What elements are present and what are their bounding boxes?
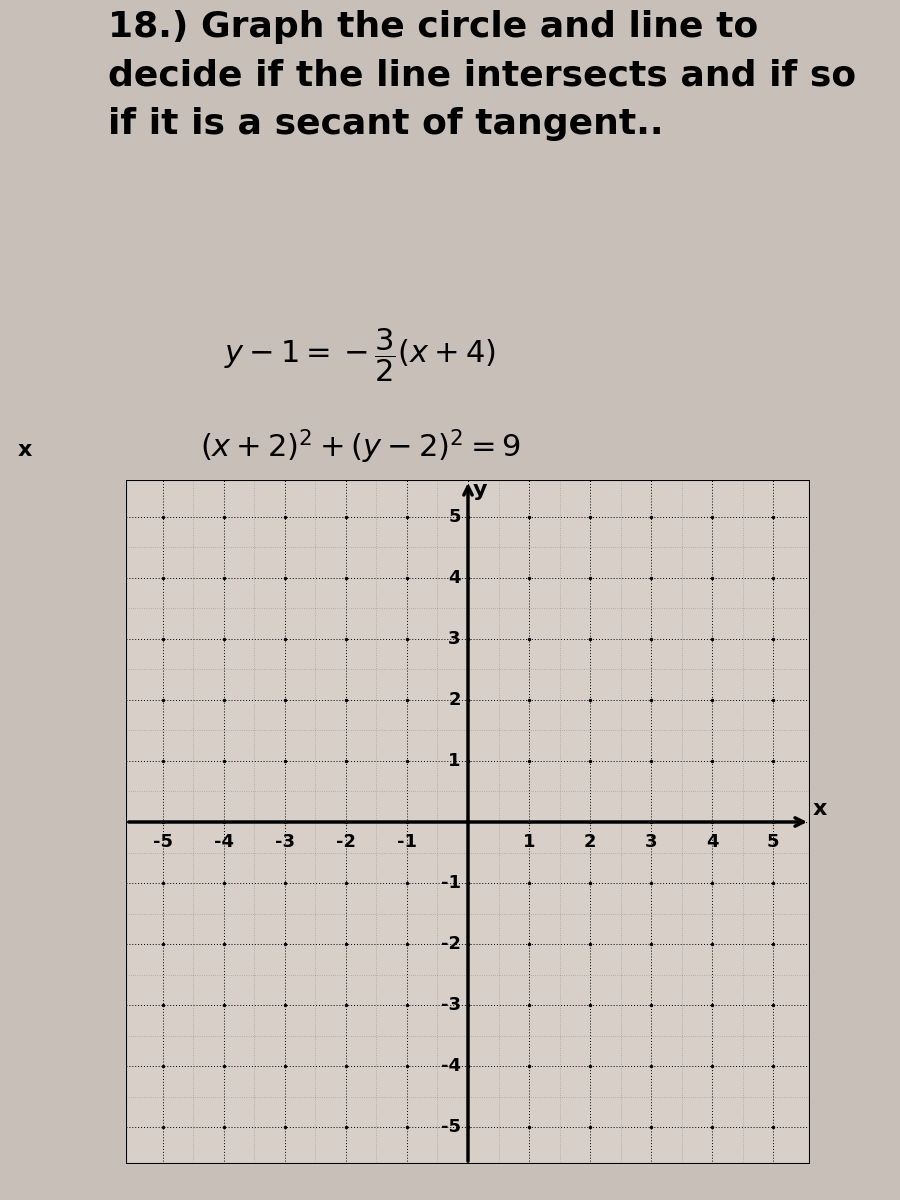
Text: -2: -2: [441, 935, 461, 953]
Text: 3: 3: [645, 833, 658, 851]
Text: -5: -5: [153, 833, 173, 851]
Text: 4: 4: [706, 833, 718, 851]
Text: 4: 4: [448, 569, 461, 587]
Text: -2: -2: [336, 833, 356, 851]
Text: x: x: [18, 440, 32, 460]
Text: -5: -5: [441, 1118, 461, 1136]
Text: $(x+2)^2+(y-2)^2=9$: $(x+2)^2+(y-2)^2=9$: [200, 427, 520, 466]
Text: -3: -3: [274, 833, 295, 851]
Text: $y-1=-\dfrac{3}{2}(x+4)$: $y-1=-\dfrac{3}{2}(x+4)$: [224, 326, 496, 384]
Text: 1: 1: [448, 752, 461, 770]
Text: 2: 2: [448, 691, 461, 709]
Text: 1: 1: [523, 833, 536, 851]
Text: 5: 5: [448, 508, 461, 526]
Text: 18.) Graph the circle and line to
decide if the line intersects and if so
if it : 18.) Graph the circle and line to decide…: [108, 10, 856, 142]
Text: y: y: [472, 480, 488, 500]
Text: 3: 3: [448, 630, 461, 648]
Text: -4: -4: [213, 833, 234, 851]
Text: x: x: [813, 799, 827, 818]
Text: -1: -1: [441, 874, 461, 892]
Text: -1: -1: [397, 833, 417, 851]
Text: 5: 5: [767, 833, 779, 851]
Text: -3: -3: [441, 996, 461, 1014]
Text: 2: 2: [584, 833, 597, 851]
Text: -4: -4: [441, 1057, 461, 1075]
